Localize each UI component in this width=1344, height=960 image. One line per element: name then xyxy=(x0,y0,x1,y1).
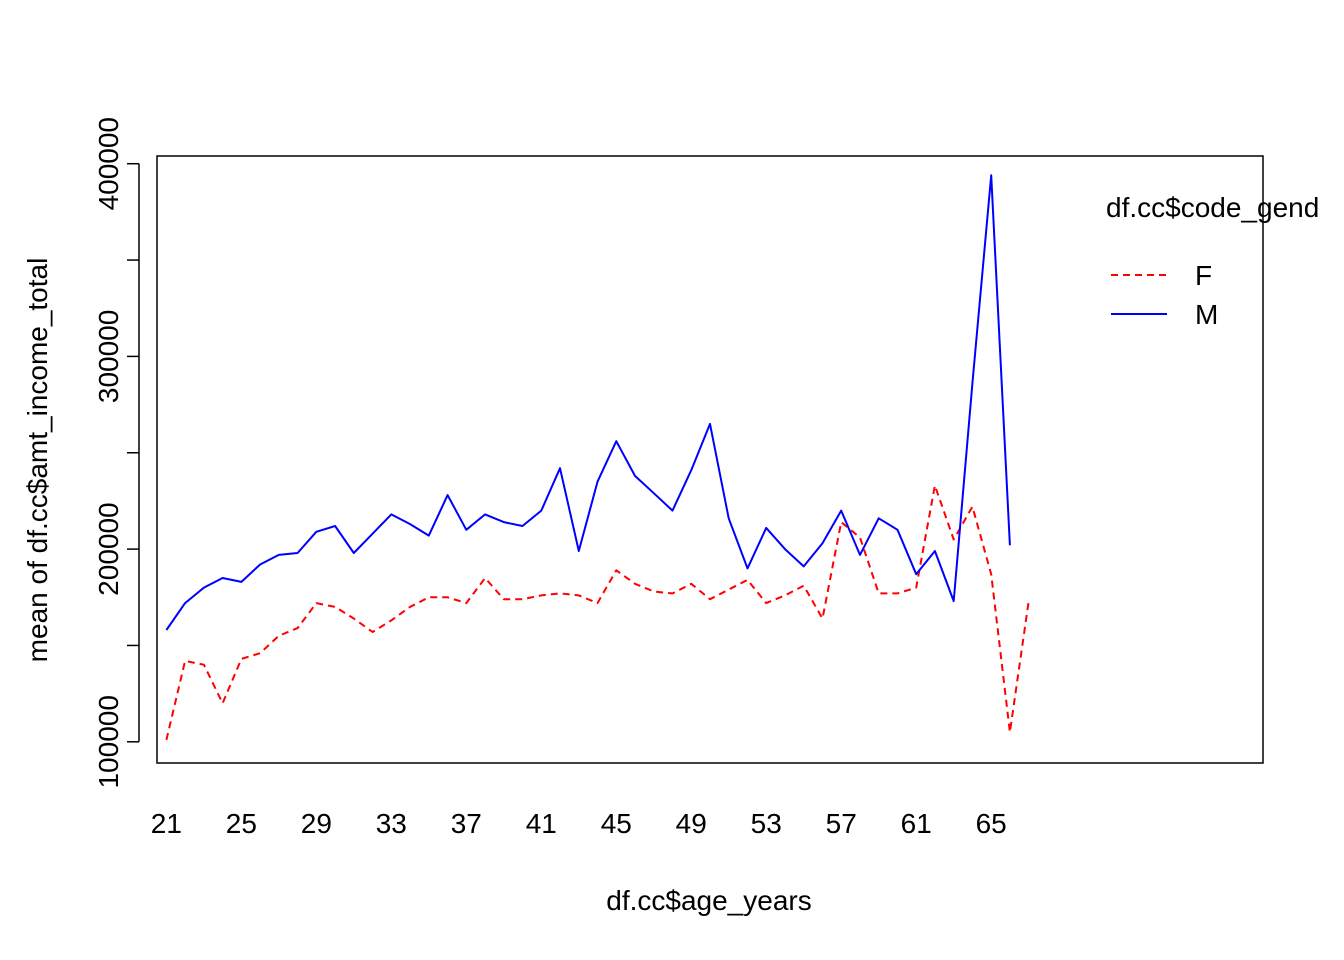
x-tick-label: 49 xyxy=(676,808,707,839)
x-tick-label: 53 xyxy=(751,808,782,839)
series-layer xyxy=(165,174,1030,741)
y-tick-label: 400000 xyxy=(93,117,124,210)
x-tick-label: 29 xyxy=(301,808,332,839)
y-tick-label: 300000 xyxy=(93,310,124,403)
x-tick-label: 37 xyxy=(451,808,482,839)
x-tick-label: 41 xyxy=(526,808,557,839)
y-axis: 100000 200000 300000 400000 xyxy=(93,117,140,789)
legend-title: df.cc$code_gend xyxy=(1106,192,1319,223)
legend-label-f: F xyxy=(1195,260,1212,291)
y-tick-label: 100000 xyxy=(93,695,124,788)
x-tick-label: 25 xyxy=(226,808,257,839)
x-tick-label: 57 xyxy=(826,808,857,839)
y-axis-label: mean of df.cc$amt_income_total xyxy=(22,258,53,663)
x-axis-label: df.cc$age_years xyxy=(606,885,811,916)
x-tick-label: 65 xyxy=(976,808,1007,839)
series-line-f xyxy=(165,484,1030,741)
series-line-m xyxy=(165,174,1011,631)
y-tick-label: 200000 xyxy=(93,502,124,595)
x-tick-label: 33 xyxy=(376,808,407,839)
x-axis: 21 25 29 33 37 41 45 49 53 57 61 65 xyxy=(151,808,1007,839)
plot-frame xyxy=(156,155,1264,764)
x-tick-label: 21 xyxy=(151,808,182,839)
x-tick-label: 61 xyxy=(901,808,932,839)
x-tick-label: 45 xyxy=(601,808,632,839)
legend: df.cc$code_gend F M xyxy=(1106,192,1319,330)
legend-label-m: M xyxy=(1195,299,1218,330)
